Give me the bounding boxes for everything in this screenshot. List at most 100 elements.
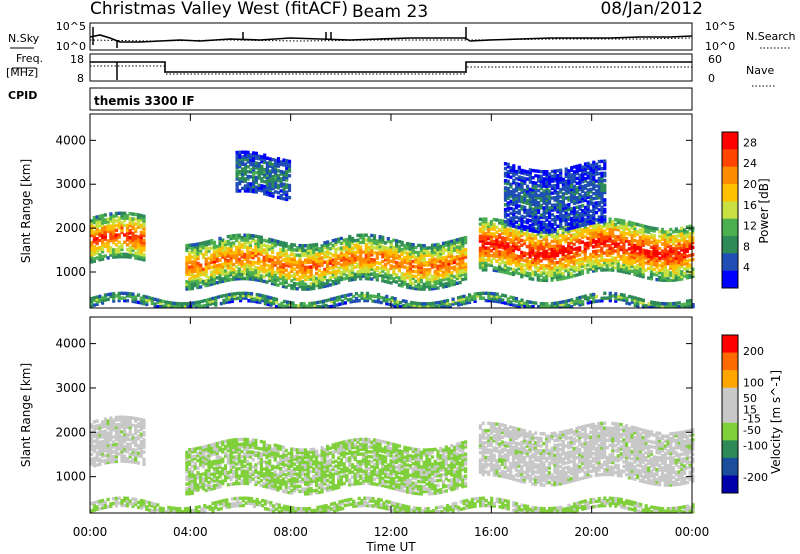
data-cell xyxy=(112,236,116,240)
data-cell xyxy=(433,257,437,262)
data-cell xyxy=(674,268,678,272)
data-cell xyxy=(316,300,320,305)
data-cell xyxy=(255,295,259,299)
data-cell xyxy=(411,259,415,264)
data-cell xyxy=(652,258,656,262)
data-cell xyxy=(556,229,560,233)
data-cell xyxy=(260,155,264,159)
data-cell xyxy=(139,247,143,252)
data-cell xyxy=(447,269,451,273)
data-cell xyxy=(276,276,280,280)
data-cell xyxy=(567,217,571,221)
data-cell xyxy=(109,214,113,219)
data-cell xyxy=(600,249,604,253)
data-cell xyxy=(580,262,585,266)
data-cell xyxy=(248,270,252,274)
data-cell xyxy=(603,244,607,248)
data-cell xyxy=(569,267,573,271)
data-cell xyxy=(433,274,437,278)
data-cell xyxy=(589,236,593,240)
data-cell xyxy=(550,251,554,256)
data-cell xyxy=(359,245,363,249)
data-cell xyxy=(589,168,593,172)
data-cell xyxy=(201,255,206,260)
data-cell xyxy=(534,215,538,219)
data-cell xyxy=(279,243,283,247)
data-cell xyxy=(506,230,510,234)
data-cell xyxy=(567,186,571,190)
data-cell xyxy=(309,272,313,276)
data-cell xyxy=(360,294,364,298)
data-cell xyxy=(619,218,623,223)
data-cell xyxy=(578,212,582,216)
data-cell xyxy=(638,257,642,261)
data-cell xyxy=(95,220,99,224)
data-cell xyxy=(112,226,116,230)
data-cell xyxy=(680,258,684,262)
data-cell xyxy=(291,303,295,308)
data-cell xyxy=(101,298,105,303)
data-cell xyxy=(131,219,135,223)
data-cell xyxy=(263,172,267,177)
data-cell xyxy=(328,251,332,256)
data-cell xyxy=(439,281,443,285)
data-cell xyxy=(268,244,272,249)
data-cell xyxy=(525,259,529,263)
data-cell xyxy=(481,258,485,262)
data-cell xyxy=(581,209,585,213)
data-cell xyxy=(193,267,197,271)
data-cell xyxy=(101,420,105,424)
data-cell xyxy=(353,258,357,262)
data-cell xyxy=(583,242,587,246)
data-cell xyxy=(281,267,286,272)
data-cell xyxy=(608,258,612,262)
data-cell xyxy=(589,293,593,297)
data-cell xyxy=(287,257,291,261)
data-cell xyxy=(622,265,626,269)
data-cell xyxy=(429,304,433,308)
data-cell xyxy=(112,238,116,242)
data-cell xyxy=(248,265,252,269)
data-cell xyxy=(575,217,579,222)
data-cell xyxy=(411,274,415,278)
data-cell xyxy=(353,250,357,255)
data-cell xyxy=(354,296,359,301)
data-cell xyxy=(365,294,370,298)
data-cell xyxy=(545,191,549,196)
data-cell xyxy=(453,275,457,279)
data-cell xyxy=(353,246,357,250)
data-cell xyxy=(436,245,440,249)
data-cell xyxy=(330,304,334,309)
nsky-panel: N.Sky 10^5 10^0 N.Search 10^5 10^0 xyxy=(8,20,796,53)
data-cell xyxy=(611,239,615,243)
data-cell xyxy=(622,267,626,271)
data-cell xyxy=(591,245,596,249)
data-cell xyxy=(669,244,673,249)
data-cell xyxy=(464,277,468,281)
data-cell xyxy=(671,259,676,263)
data-cell xyxy=(581,184,585,189)
data-cell xyxy=(592,167,596,172)
data-cell xyxy=(128,216,132,221)
data-cell xyxy=(556,205,560,209)
data-cell xyxy=(268,257,272,261)
data-cell xyxy=(243,172,247,176)
data-cell xyxy=(509,170,513,175)
data-cell xyxy=(550,191,554,195)
data-cell xyxy=(425,285,429,289)
data-cell xyxy=(440,300,444,304)
data-cell xyxy=(536,232,540,236)
data-cell xyxy=(342,265,346,269)
data-cell xyxy=(671,249,676,253)
data-cell xyxy=(614,225,618,229)
data-cell xyxy=(399,305,403,309)
data-cell xyxy=(600,174,604,178)
data-cell xyxy=(605,263,609,267)
data-cell xyxy=(243,153,247,157)
data-cell xyxy=(246,155,250,159)
data-cell xyxy=(222,294,226,298)
data-cell xyxy=(328,259,332,263)
data-cell xyxy=(575,220,579,224)
data-cell xyxy=(558,241,562,245)
data-cell xyxy=(572,242,576,247)
